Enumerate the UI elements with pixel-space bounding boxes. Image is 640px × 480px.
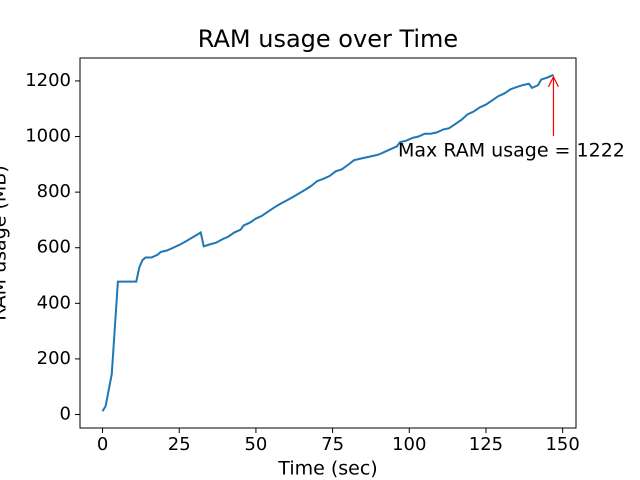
- y-tick-label: 600: [37, 237, 71, 258]
- x-tick-label: 125: [469, 434, 503, 455]
- x-tick-label: 0: [97, 434, 108, 455]
- y-tick-label: 1000: [25, 126, 71, 147]
- x-tick-label: 75: [321, 434, 344, 455]
- y-tick-label: 1200: [25, 70, 71, 91]
- x-tick-label: 25: [168, 434, 191, 455]
- y-tick-label: 200: [37, 348, 71, 369]
- y-axis-label: RAM usage (MB): [0, 165, 11, 321]
- line: [101, 73, 554, 412]
- x-tick-label: 150: [545, 434, 579, 455]
- plot-frame: [79, 57, 577, 429]
- annotation-arrowhead: [547, 75, 559, 88]
- x-tick-label: 50: [244, 434, 267, 455]
- chart-title: RAM usage over Time: [198, 25, 458, 53]
- y-tick-label: 800: [37, 181, 71, 202]
- x-axis-label: Time (sec): [277, 458, 377, 480]
- x-tick-label: 100: [392, 434, 426, 455]
- annotation-text: Max RAM usage = 1222: [398, 140, 625, 162]
- y-tick-label: 0: [60, 404, 71, 425]
- y-tick-label: 400: [37, 292, 71, 313]
